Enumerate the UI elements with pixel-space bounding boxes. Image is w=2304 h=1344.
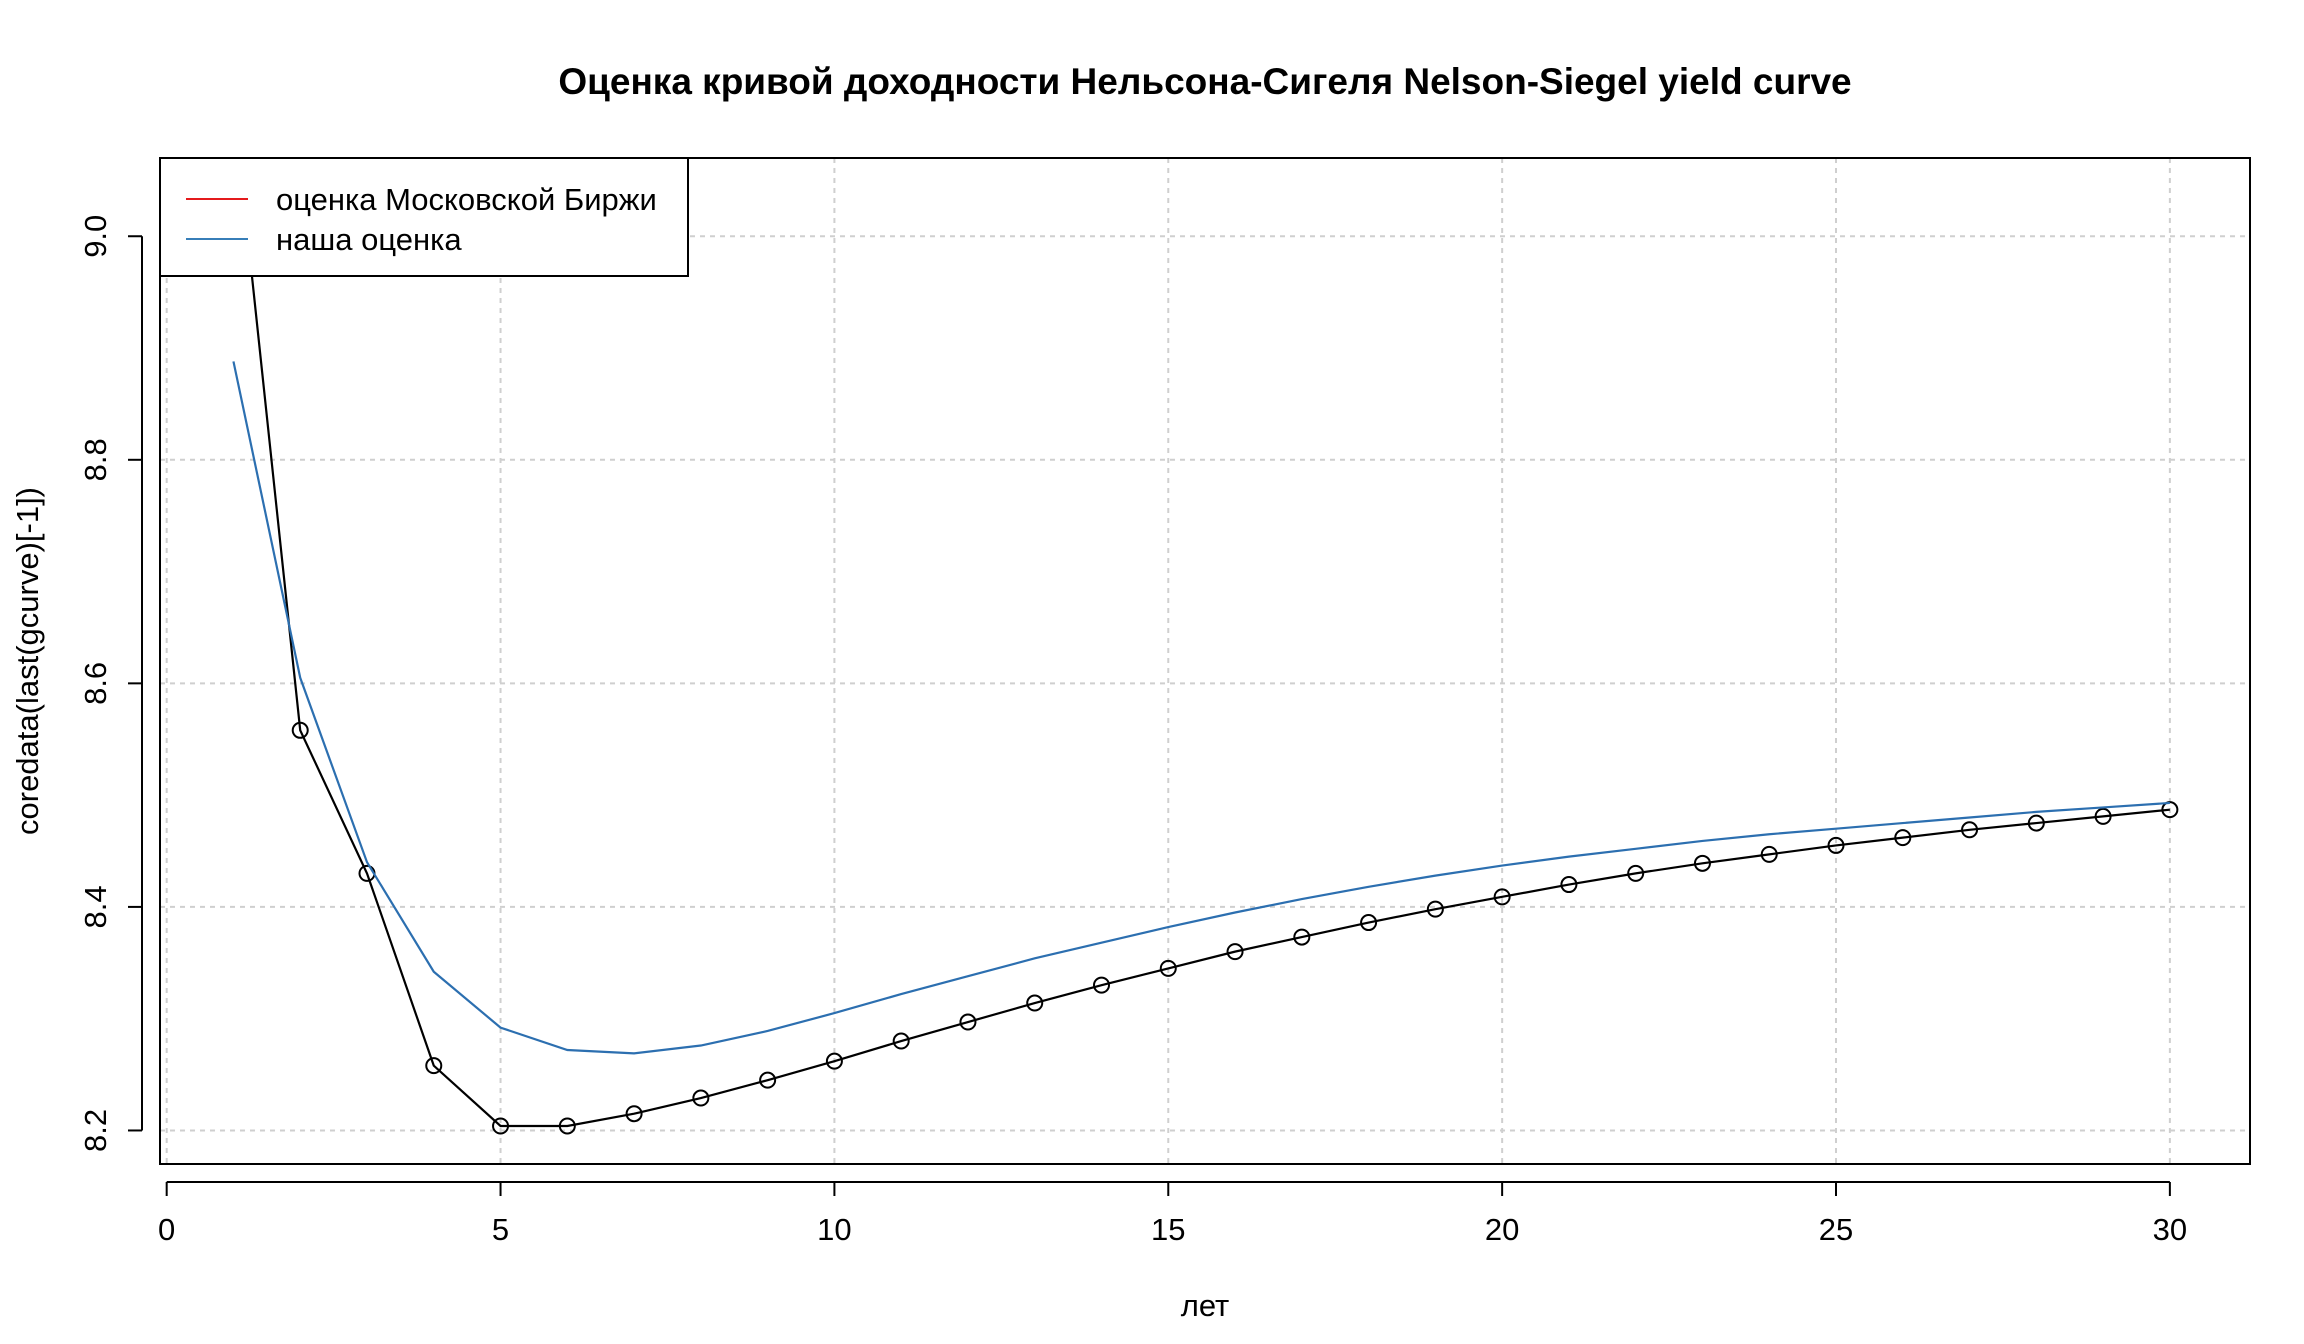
legend-label-moex: оценка Московской Биржи [276,182,657,217]
y-tick-label: 8.6 [78,662,113,705]
data-point [558,1117,576,1135]
plot-frame [159,157,2251,1165]
data-point [892,1032,910,1050]
data-point [1961,821,1979,839]
x-tick-label: 5 [492,1212,509,1247]
series-line-0 [238,158,2170,1128]
data-point [1827,836,1845,854]
data-point [1760,845,1778,863]
data-point [1627,864,1645,882]
data-point [625,1105,643,1123]
x-tick-label: 30 [2153,1212,2187,1247]
x-tick-label: 0 [158,1212,175,1247]
series-line-1 [232,361,2170,1055]
chart-title: Оценка кривой доходности Нельсона-Сигеля… [558,61,1851,102]
data-point [959,1013,977,1031]
data-point [492,1117,510,1135]
y-tick-label: 9.0 [78,215,113,258]
data-point [825,1052,843,1070]
data-point [226,95,241,110]
plot-area [226,95,2179,1135]
data-point [1093,976,1111,994]
data-point [2161,801,2179,819]
data-point [2094,807,2112,825]
data-point [692,1089,710,1107]
data-point [1693,854,1711,872]
data-point [1560,876,1578,894]
data-point [1360,914,1378,932]
x-tick-label: 20 [1485,1212,1519,1247]
data-point [425,1057,443,1075]
y-axis: 8.2 8.4 8.6 8.8 9.0 [78,215,143,1152]
x-axis-label: лет [1181,1288,1230,1323]
y-tick-label: 8.2 [78,1109,113,1152]
data-point [1293,928,1311,946]
x-tick-label: 25 [1819,1212,1853,1247]
data-point [759,1071,777,1089]
data-point [1493,888,1511,906]
y-tick-label: 8.8 [78,438,113,481]
legend: оценка Московской Биржи наша оценка [159,157,689,277]
legend-box [159,157,689,277]
grid [160,158,2250,1164]
data-point [1026,994,1044,1012]
data-point [291,721,309,739]
x-axis: 0 5 10 15 20 25 30 [158,1181,2187,1247]
y-axis-label: coredata(last(gcurve)[-1]) [10,487,45,835]
data-point [1894,829,1912,847]
data-point [1426,900,1444,918]
y-tick-label: 8.4 [78,885,113,928]
data-point [1159,959,1177,977]
x-tick-label: 10 [817,1212,851,1247]
data-point [2027,814,2045,832]
x-tick-label: 15 [1151,1212,1185,1247]
legend-label-ours: наша оценка [276,222,462,257]
data-point [1226,943,1244,961]
